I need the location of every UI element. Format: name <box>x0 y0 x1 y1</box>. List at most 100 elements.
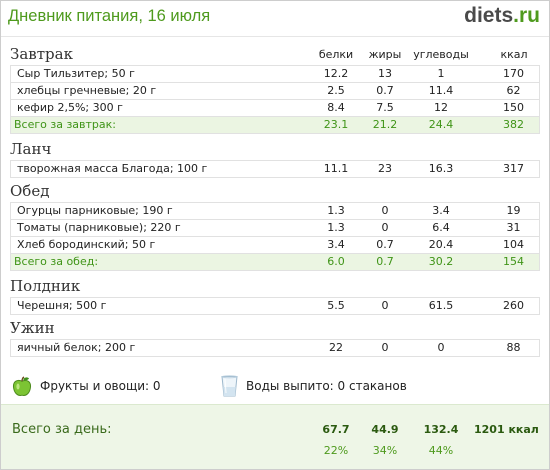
protein-percent: 22% <box>323 444 349 457</box>
meal-section: Завтрак белки жиры углеводы ккал Сыр Тильзите… <box>10 44 540 134</box>
food-kcal: 19 <box>506 204 521 217</box>
food-fat: 0 <box>381 299 389 312</box>
food-row: Черешня; 500 г 5.5 0 61.5 260 <box>10 298 540 315</box>
site-logo[interactable]: diets.ru <box>464 3 540 29</box>
food-fat: 0 <box>381 341 389 354</box>
food-carbs: 12 <box>434 101 448 114</box>
food-carbs: 0 <box>437 341 445 354</box>
food-carbs: 61.5 <box>428 299 454 312</box>
food-row: яичный белок; 200 г 22 0 0 88 <box>10 340 540 357</box>
food-kcal: 170 <box>503 67 524 80</box>
page-title: Дневник питания, 16 июля <box>8 7 211 25</box>
food-kcal: 31 <box>506 221 521 234</box>
extras-row: Фрукты и овощи: 0 Воды выпито: 0 стакано… <box>0 375 550 397</box>
food-name: Томаты (парниковые); 220 г <box>17 221 181 234</box>
food-fat: 0.7 <box>376 84 394 97</box>
day-total-carbs: 132.4 <box>423 423 459 436</box>
meal-header: Полдник <box>10 276 540 297</box>
meal-total-row: Всего за обед: 6.0 0.7 30.2 154 <box>10 254 540 271</box>
water-drunk-count: Воды выпито: 0 стаканов <box>246 379 407 393</box>
meal-total-carbs: 30.2 <box>428 255 454 268</box>
meal-rows: Огурцы парниковые; 190 г 1.3 0 3.4 19 Томаты … <box>10 202 540 271</box>
food-protein: 11.1 <box>323 162 349 175</box>
fruits-veggies-count: Фрукты и овощи: 0 <box>40 379 161 393</box>
food-row: Хлеб бородинский; 50 г 3.4 0.7 20.4 104 <box>10 237 540 254</box>
day-total-label: Всего за день: <box>12 422 112 437</box>
food-protein: 22 <box>329 341 343 354</box>
food-fat: 0 <box>381 204 389 217</box>
food-protein: 1.3 <box>327 204 345 217</box>
meal-title: Ланч <box>10 140 52 158</box>
meal-total-row: Всего за завтрак: 23.1 21.2 24.4 382 <box>10 117 540 134</box>
column-header-fat: жиры <box>368 48 402 61</box>
food-fat: 7.5 <box>376 101 394 114</box>
food-protein: 3.4 <box>327 238 345 251</box>
food-kcal: 260 <box>503 299 524 312</box>
day-total-panel: Всего за день: 67.7 44.9 132.4 1201 ккал… <box>1 404 549 469</box>
food-carbs: 16.3 <box>428 162 454 175</box>
food-name: кефир 2,5%; 300 г <box>17 101 123 114</box>
day-total-kcal: 1201 ккал <box>474 423 539 436</box>
logo-main-text: diets <box>464 4 514 27</box>
meal-rows: творожная масса Благода; 100 г 11.1 23 16.3… <box>10 160 540 178</box>
apple-icon <box>12 376 32 396</box>
meal-rows: Черешня; 500 г 5.5 0 61.5 260 <box>10 297 540 315</box>
logo-tld-text: .ru <box>513 4 540 27</box>
meal-title: Завтрак <box>10 45 73 63</box>
day-percent-row: 22% 34% 44% <box>10 442 540 460</box>
meal-total-carbs: 24.4 <box>428 118 454 131</box>
meal-total-protein: 23.1 <box>323 118 349 131</box>
food-kcal: 88 <box>506 341 521 354</box>
meal-title: Ужин <box>10 319 55 337</box>
food-row: Сыр Тильзитер; 50 г 12.2 13 1 170 <box>10 66 540 83</box>
food-fat: 0 <box>381 221 389 234</box>
food-carbs: 6.4 <box>432 221 450 234</box>
food-protein: 2.5 <box>327 84 345 97</box>
meal-total-label: Всего за обед: <box>14 255 99 268</box>
meal-title: Обед <box>10 182 50 200</box>
food-kcal: 104 <box>503 238 524 251</box>
meal-header: Ужин <box>10 318 540 339</box>
column-header-kcal: ккал <box>500 48 528 61</box>
meals-table: Завтрак белки жиры углеводы ккал Сыр Тильзите… <box>10 44 540 357</box>
glass-icon <box>221 375 238 397</box>
meal-section: Ланч творожная масса Благода; 100 г 11.1 23… <box>10 139 540 178</box>
day-total-fat: 44.9 <box>371 423 399 436</box>
meal-total-fat: 0.7 <box>376 255 394 268</box>
food-carbs: 3.4 <box>432 204 450 217</box>
food-row: Огурцы парниковые; 190 г 1.3 0 3.4 19 <box>10 203 540 220</box>
meal-total-label: Всего за завтрак: <box>14 118 117 131</box>
food-carbs: 11.4 <box>428 84 454 97</box>
food-name: творожная масса Благода; 100 г <box>17 162 208 175</box>
food-protein: 12.2 <box>323 67 349 80</box>
food-name: Сыр Тильзитер; 50 г <box>17 67 135 80</box>
food-kcal: 62 <box>506 84 521 97</box>
meal-total-protein: 6.0 <box>327 255 345 268</box>
food-row: кефир 2,5%; 300 г 8.4 7.5 12 150 <box>10 100 540 117</box>
meal-total-fat: 21.2 <box>372 118 398 131</box>
food-carbs: 1 <box>437 67 445 80</box>
food-name: Огурцы парниковые; 190 г <box>17 204 173 217</box>
day-total-protein: 67.7 <box>322 423 350 436</box>
meal-section: Полдник Черешня; 500 г 5.5 0 61.5 260 <box>10 276 540 315</box>
day-total-row: Всего за день: 67.7 44.9 132.4 1201 ккал <box>10 421 540 439</box>
carbs-percent: 44% <box>428 444 454 457</box>
food-kcal: 150 <box>503 101 524 114</box>
meal-section: Ужин яичный белок; 200 г 22 0 0 88 <box>10 318 540 357</box>
food-name: яичный белок; 200 г <box>17 341 136 354</box>
food-protein: 5.5 <box>327 299 345 312</box>
fat-percent: 34% <box>372 444 398 457</box>
meal-title: Полдник <box>10 277 81 295</box>
food-name: Черешня; 500 г <box>17 299 107 312</box>
column-header-carbs: углеводы <box>413 48 469 61</box>
food-name: Хлеб бородинский; 50 г <box>17 238 156 251</box>
food-fat: 0.7 <box>376 238 394 251</box>
food-row: творожная масса Благода; 100 г 11.1 23 16.3… <box>10 161 540 178</box>
meal-header: Обед <box>10 181 540 202</box>
food-row: хлебцы гречневые; 20 г 2.5 0.7 11.4 62 <box>10 83 540 100</box>
header-divider <box>1 36 549 37</box>
meal-header: Завтрак белки жиры углеводы ккал <box>10 44 540 65</box>
meal-section: Обед Огурцы парниковые; 190 г 1.3 0 3.4 19 Том… <box>10 181 540 271</box>
food-protein: 8.4 <box>327 101 345 114</box>
food-name: хлебцы гречневые; 20 г <box>17 84 157 97</box>
